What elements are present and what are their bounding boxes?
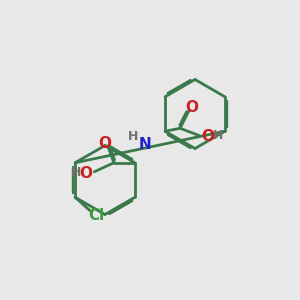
Text: O: O [186,100,199,115]
Text: N: N [139,136,152,152]
Text: O: O [79,166,92,181]
Text: H: H [213,129,224,142]
Text: H: H [70,166,81,179]
Text: O: O [202,129,214,144]
Text: H: H [128,130,139,143]
Text: O: O [98,136,111,151]
Text: Cl: Cl [88,208,104,223]
